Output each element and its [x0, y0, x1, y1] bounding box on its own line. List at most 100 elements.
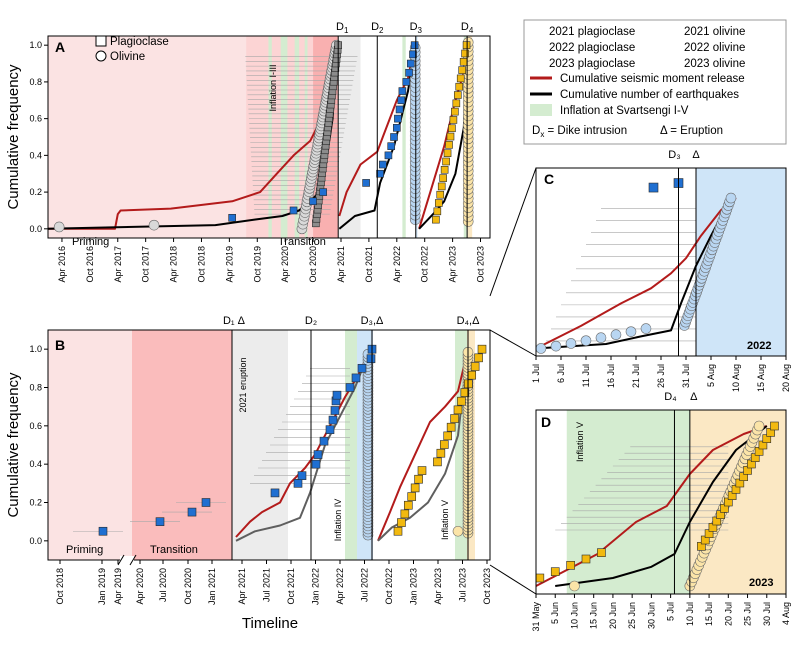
x-axis-label-b: Timeline — [242, 615, 298, 632]
olivine-2022-point-c — [610, 329, 622, 341]
plagioclase-2022-point — [395, 105, 404, 114]
plagioclase-2023-point — [461, 49, 469, 58]
plagioclase-2022-point-b — [313, 450, 323, 459]
plagioclase-2023-point — [445, 141, 453, 149]
inflation-4-annotation: Inflation IV — [333, 499, 343, 542]
dike-label-c: D₃ — [668, 149, 680, 161]
plagioclase-2022-point-b — [330, 406, 340, 415]
plagioclase-2022-point-b — [325, 425, 335, 434]
plagioclase-2023-point-b — [474, 353, 483, 363]
plagioclase-2022-break-point — [201, 498, 211, 507]
plagioclase-2023-point-b — [477, 344, 487, 354]
plagioclase-2022-point-b — [319, 436, 329, 446]
olivine-2023-point-d — [569, 580, 580, 592]
plagioclase-2022-point — [405, 68, 413, 77]
plagioclase-2023-point — [446, 132, 455, 141]
x-tick-label: Apr 2021 — [336, 246, 346, 283]
plagioclase-2022-point — [409, 50, 417, 59]
dike-label-d: D₄ — [664, 391, 677, 403]
y-axis-label: Cumulative frequency — [5, 64, 22, 210]
inflation-5-annotation: Inflation V — [440, 500, 450, 540]
x-tick-label-d: 4 Aug — [781, 602, 791, 625]
dike-label-b-2: D₂ — [305, 315, 317, 327]
x-tick-label-c: 11 Jul — [581, 364, 591, 387]
x-tick-label-c: 1 Jul — [531, 364, 541, 383]
legend-eruption-text: Δ = Eruption — [660, 125, 723, 137]
inflation-band — [268, 36, 272, 238]
y-axis-label-b: Cumulative frequency — [5, 372, 22, 518]
plagioclase-2022-point — [309, 197, 317, 206]
plagioclase-2023-point — [440, 165, 449, 174]
y-tick-label: 0.8 — [29, 77, 42, 87]
legend-label-5: 2023 olivine — [684, 58, 745, 70]
earthquake-count-line-c — [535, 197, 732, 350]
plagioclase-2022-point — [410, 41, 419, 49]
plagioclase-2022-point — [289, 206, 298, 215]
connector-c-bottom — [489, 329, 537, 357]
legend-box — [523, 19, 787, 145]
plagioclase-2023-point — [436, 190, 445, 199]
year-label-d: 2023 — [749, 577, 773, 589]
priming-region — [48, 36, 247, 238]
x-tick-label-b: Oct 2021 — [286, 568, 296, 605]
olivine-2023-point-b — [452, 525, 464, 537]
dike-label-1: D1 — [336, 21, 349, 35]
seismic-moment-line-d — [535, 425, 768, 587]
x-tick-label-b: Oct 2018 — [55, 568, 65, 605]
plagioclase-2023-point-d — [566, 561, 575, 570]
x-tick-label-d: 20 Jul — [723, 602, 733, 626]
plagioclase-2023-point — [442, 157, 450, 166]
plagioclase-2023-point-b — [457, 396, 466, 406]
plagioclase-2023-point — [462, 41, 471, 49]
olivine-2022-point-c — [580, 335, 592, 346]
plagioclase-2022-point-b — [332, 390, 342, 400]
axis-break-mark — [117, 554, 125, 566]
y-tick-label-b: 0.8 — [29, 383, 42, 393]
inset-legend-circle — [95, 50, 107, 62]
plagioclase-2023-point-b — [443, 431, 453, 441]
x-tick-label-c: 6 Jul — [556, 364, 566, 383]
x-tick-label: Apr 2022 — [392, 246, 402, 283]
plagioclase-2022-point-b — [328, 415, 338, 425]
plagioclase-2022-point — [228, 214, 236, 222]
x-tick-label-c: 26 Jul — [656, 364, 666, 388]
y-tick-label: 0.4 — [29, 150, 42, 160]
plagioclase-2023-point — [451, 107, 459, 116]
data-layer — [47, 24, 779, 592]
x-tick-label-c: 16 Jul — [606, 364, 616, 388]
plagioclase-2022-point — [379, 160, 387, 169]
x-tick-label-d: 10 Jul — [685, 602, 695, 626]
plagioclase-2022-point-b — [297, 471, 307, 480]
x-tick-label-b: Apr 2020 — [135, 568, 145, 605]
inflation-5-annotation-d: Inflation V — [575, 422, 585, 462]
legend-inflation-swatch — [530, 104, 552, 116]
plagioclase-2022-point — [394, 114, 402, 123]
plagioclase-2022-point — [390, 133, 398, 141]
plagioclase-2023-point — [453, 91, 462, 99]
y-tick-label-b: 0.4 — [29, 459, 42, 469]
priming-annotation: Priming — [72, 236, 109, 248]
transition-annotation: Transition — [278, 236, 326, 248]
x-tick-label: Apr 2018 — [169, 246, 179, 283]
x-tick-label-c: 5 Aug — [706, 364, 716, 387]
plagioclase-2022-point-b — [351, 373, 361, 383]
plagioclase-2022-point-b — [345, 383, 355, 392]
legend-dike-text: Dx = Dike intrusion — [532, 125, 627, 139]
plagioclase-2022-point — [387, 142, 396, 150]
x-tick-label-c: 20 Aug — [781, 364, 791, 392]
plagioclase-2023-point — [449, 116, 458, 124]
legend-line-label-0: Cumulative seismic moment release — [560, 73, 745, 85]
panel-b-label: B — [55, 337, 65, 353]
priming-region-b — [48, 330, 132, 560]
x-tick-label: Apr 2016 — [57, 246, 67, 283]
panel-a-label: A — [55, 39, 65, 55]
plagioclase-2023-point — [456, 74, 465, 83]
inflation-band — [294, 36, 300, 238]
seismic-moment-2023-line-b — [377, 348, 469, 542]
y-tick-label: 0.0 — [29, 224, 42, 234]
connector-c-top — [489, 167, 537, 297]
y-tick-label: 1.0 — [29, 40, 42, 50]
x-tick-label-d: 30 Jun — [646, 602, 656, 629]
plagioclase-2023-point-b — [460, 388, 470, 397]
plagioclase-2022-point-b — [270, 488, 280, 498]
